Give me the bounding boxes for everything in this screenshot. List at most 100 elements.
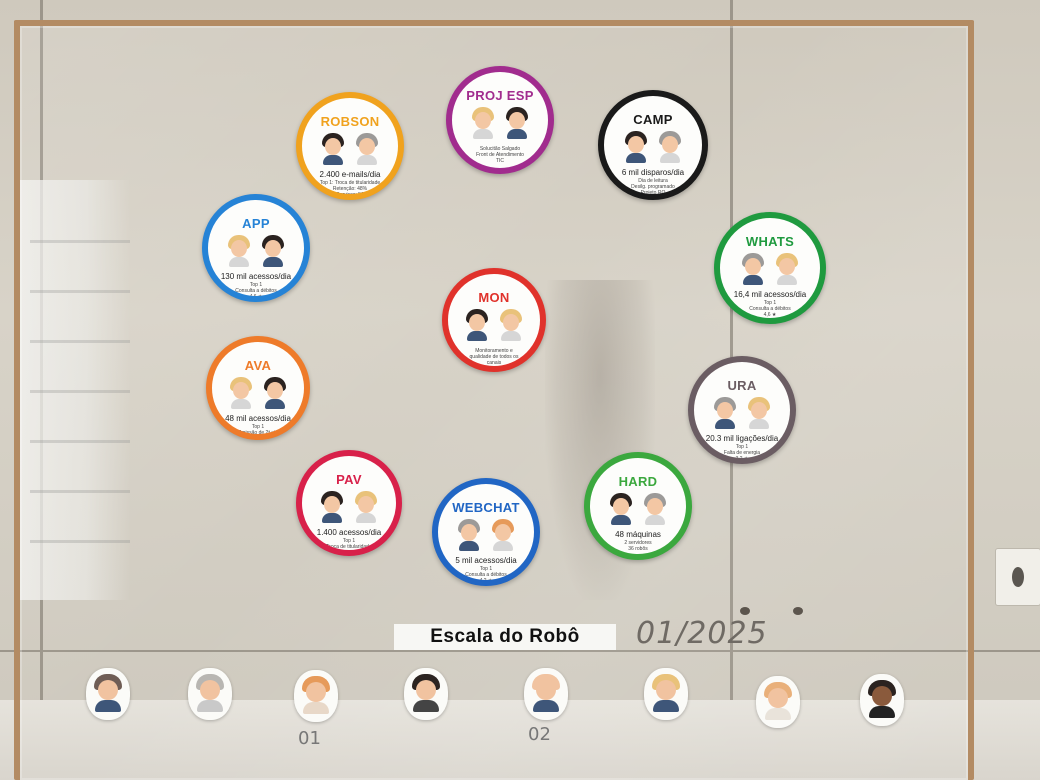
- avatar: [774, 253, 800, 285]
- badge-title: APP: [242, 216, 270, 231]
- badge-whats: WHATS 16,4 mil acessos/dia Top 1 Consulta a…: [714, 212, 826, 324]
- badge-main-stat: 2.400 e-mails/dia: [319, 170, 381, 179]
- badge-title: URA: [727, 378, 757, 393]
- window-reflection: [20, 180, 130, 600]
- badge-main-stat: 5 mil acessos/dia: [455, 556, 517, 565]
- badge-avatars: [456, 519, 516, 551]
- avatar: [498, 309, 524, 341]
- badge-detail: Falta de energia: [723, 449, 761, 456]
- avatar-sticker: [524, 668, 568, 720]
- badge-avatars: [464, 309, 524, 341]
- badge-main-stat: 48 máquinas: [615, 530, 661, 539]
- badge-detail: canais: [486, 360, 502, 366]
- badge-detail: Top 1: [763, 299, 777, 306]
- badge-ura: URA 20.3 mil ligações/dia Top 1 Falta de en…: [688, 356, 796, 464]
- avatar: [226, 235, 252, 267]
- badge-main-stat: 48 mil acessos/dia: [225, 414, 291, 423]
- badge-robson: ROBSON 2.400 e-mails/dia Top 1: Troca de t…: [296, 92, 404, 200]
- badge-title: PAV: [336, 472, 362, 487]
- avatar: [260, 235, 286, 267]
- badge-detail: Desilg. programado: [631, 183, 675, 190]
- board-title: Escala do Robô: [394, 624, 616, 650]
- badge-main-stat: 16,4 mil acessos/dia: [733, 290, 807, 299]
- avatar-sticker: [644, 668, 688, 720]
- avatar: [353, 491, 379, 523]
- badge-camp: CAMP 6 mil disparos/dia Dia de leitura Desi…: [598, 90, 708, 200]
- badge-title: PROJ ESP: [466, 88, 534, 103]
- avatar: [746, 397, 772, 429]
- badge-detail: qualidade de todos os: [469, 354, 519, 360]
- badge-detail: Top 1: [249, 281, 263, 288]
- badge-detail: Solucitão Salgado: [479, 146, 521, 152]
- badge-avatars: [228, 377, 288, 409]
- avatar: [470, 107, 496, 139]
- badge-detail: Projeto RO: [640, 189, 666, 196]
- avatar-sticker: [86, 668, 130, 720]
- badge-detail: Top 1: [735, 443, 749, 450]
- badge-avatars: [470, 107, 530, 139]
- avatar: [740, 253, 766, 285]
- badge-main-stat: 1.400 acessos/dia: [316, 528, 382, 537]
- badge-detail: Top 1: Troca de titularidade: [319, 179, 381, 186]
- badge-detail: 4,6 ★: [763, 311, 777, 318]
- badge-detail: Front de Atendimento: [476, 152, 524, 158]
- badge-detail: 3,2 ★: [735, 455, 749, 462]
- badge-title: AVA: [244, 358, 272, 373]
- wall-socket: [995, 548, 1040, 606]
- badge-detail: Serviços: 56: [336, 191, 364, 198]
- avatar: [320, 133, 346, 165]
- badge-title: ROBSON: [320, 114, 380, 129]
- badge-avatars: [319, 491, 379, 523]
- badge-main-stat: 6 mil disparos/dia: [621, 168, 685, 177]
- avatar-sticker: [404, 668, 448, 720]
- badge-proj-esp: PROJ ESP Solucitão Salgado Front de Atendi…: [446, 66, 554, 174]
- handwritten-mark-1: 01: [298, 728, 321, 749]
- badge-ava: AVA 48 mil acessos/dia Top 1 Emissão de 2ª …: [206, 336, 310, 440]
- badge-detail: Retenção: 48%: [332, 185, 368, 192]
- handwritten-mark-2: 02: [528, 724, 551, 745]
- avatar: [354, 133, 380, 165]
- badge-detail: Monitoramento e: [475, 348, 513, 354]
- avatar: [464, 309, 490, 341]
- avatar: [712, 397, 738, 429]
- badge-detail: Troca de titularidade: [326, 543, 372, 550]
- badge-title: WHATS: [745, 234, 795, 249]
- badge-detail: Top 1: [479, 565, 493, 572]
- badge-mon: MON Monitoramento e qualidade de todos os c…: [442, 268, 546, 372]
- avatar-sticker: [188, 668, 232, 720]
- avatar: [456, 519, 482, 551]
- avatar: [490, 519, 516, 551]
- avatar: [228, 377, 254, 409]
- avatar: [642, 493, 668, 525]
- badge-main-stat: 130 mil acessos/dia: [220, 272, 292, 281]
- badge-title: WEBCHAT: [452, 500, 520, 515]
- badge-avatars: [608, 493, 668, 525]
- badge-app: APP 130 mil acessos/dia Top 1 Consulta a dé…: [202, 194, 310, 302]
- badge-avatars: [320, 133, 380, 165]
- glass-board-frame: [14, 20, 974, 780]
- badge-avatars: [712, 397, 772, 429]
- badge-detail: 2 servidores: [624, 539, 652, 546]
- badge-pav: PAV 1.400 acessos/dia Top 1 Troca de titula…: [296, 450, 402, 556]
- badge-detail: Consulta a débitos: [749, 305, 791, 312]
- badge-detail: 36 robôs: [628, 545, 648, 552]
- badge-detail: Dia de leitura: [638, 177, 668, 184]
- badge-detail: Emissão de 2ª via: [238, 429, 278, 436]
- badge-main-stat: 20.3 mil ligações/dia: [705, 434, 779, 443]
- badge-detail: TIC: [495, 158, 505, 164]
- avatar-sticker: [756, 676, 800, 728]
- handwritten-date: 01/2025: [636, 616, 768, 651]
- badge-avatars: [623, 131, 683, 163]
- avatar: [623, 131, 649, 163]
- badge-detail: Top 1: [251, 423, 265, 430]
- avatar: [319, 491, 345, 523]
- avatar: [657, 131, 683, 163]
- badge-hard: HARD 48 máquinas 2 servidores 36 robôs: [584, 452, 692, 560]
- badge-title: CAMP: [633, 112, 673, 127]
- badge-detail: 4,6 ★: [249, 293, 263, 300]
- badge-detail: 4,2 ★: [479, 577, 493, 584]
- avatar-sticker: [860, 674, 904, 726]
- badge-webchat: WEBCHAT 5 mil acessos/dia Top 1 Consulta a …: [432, 478, 540, 586]
- badge-title: MON: [478, 290, 510, 305]
- avatar: [504, 107, 530, 139]
